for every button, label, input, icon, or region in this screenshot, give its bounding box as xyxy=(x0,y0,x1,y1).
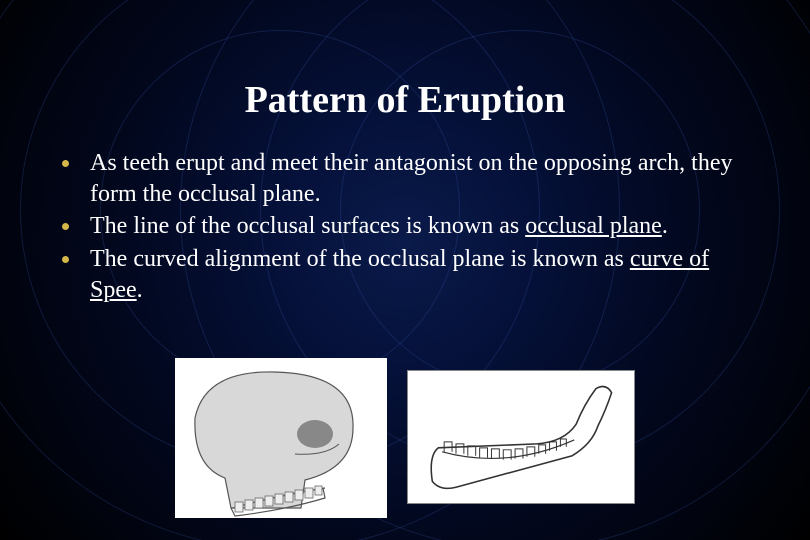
bullet-text: The curved alignment of the occlusal pla… xyxy=(90,246,630,272)
bullet-text-post: . xyxy=(137,277,143,303)
slide-title: Pattern of Eruption xyxy=(0,78,810,122)
bullet-text: As teeth erupt and meet their antagonist… xyxy=(90,150,733,207)
skull-image xyxy=(175,358,387,518)
mandible-image xyxy=(407,370,635,504)
bullet-item: The curved alignment of the occlusal pla… xyxy=(48,244,762,305)
bullet-list: As teeth erupt and meet their antagonist… xyxy=(48,148,762,306)
skull-icon xyxy=(175,358,387,518)
mandible-icon xyxy=(408,371,634,503)
bullet-text-post: . xyxy=(662,213,668,239)
bullet-underline: occlusal plane xyxy=(525,213,662,239)
image-row xyxy=(0,358,810,518)
bullet-text: The line of the occlusal surfaces is kno… xyxy=(90,213,525,239)
bullet-item: The line of the occlusal surfaces is kno… xyxy=(48,211,762,242)
bullet-item: As teeth erupt and meet their antagonist… xyxy=(48,148,762,209)
slide: Pattern of Eruption As teeth erupt and m… xyxy=(0,0,810,540)
